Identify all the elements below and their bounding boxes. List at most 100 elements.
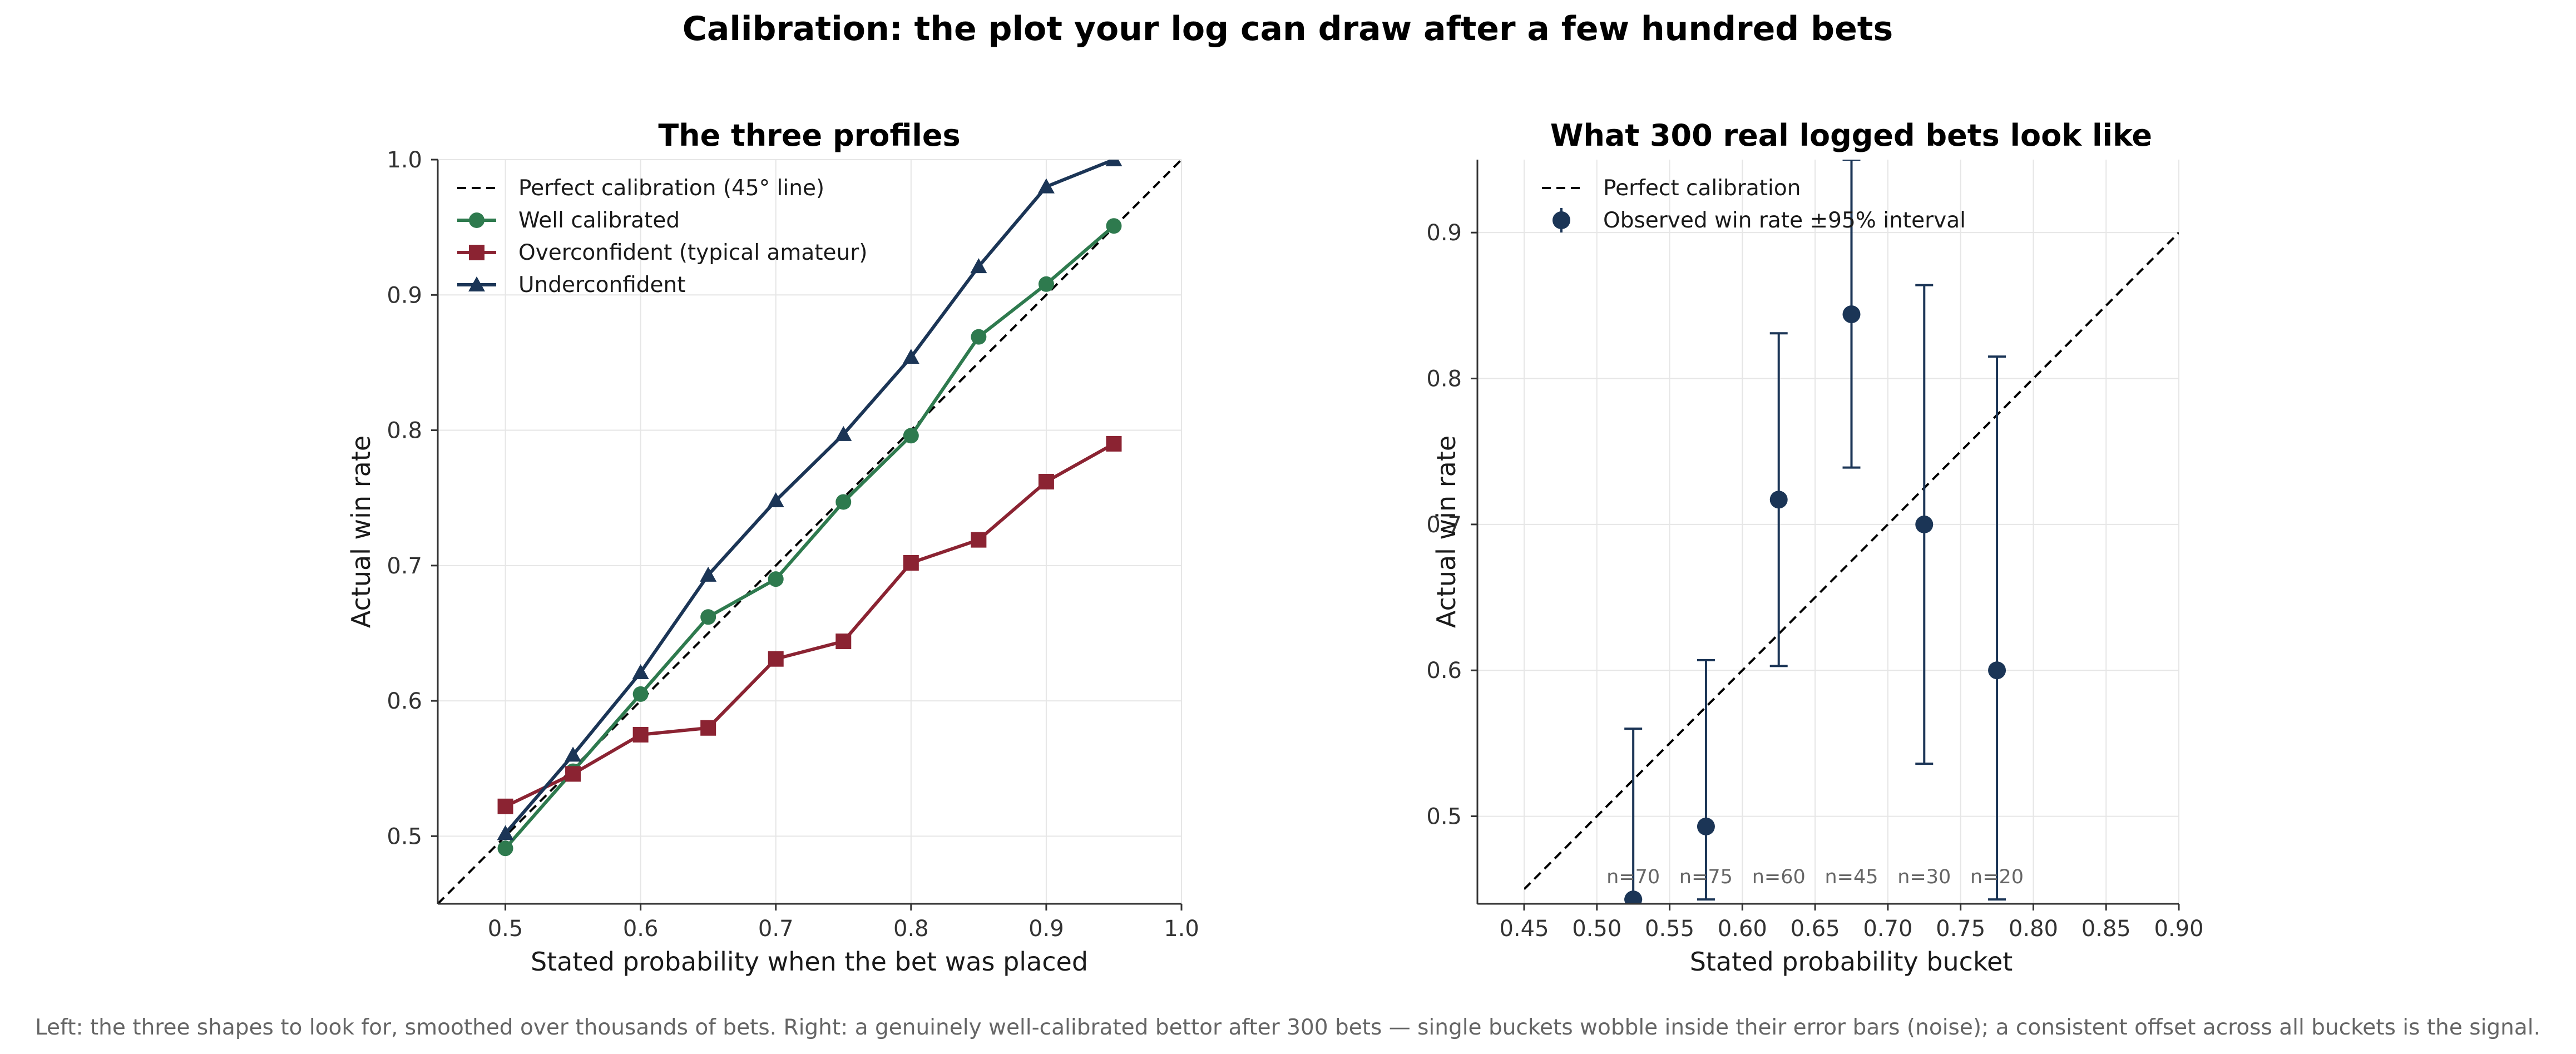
left-y-tick-label: 0.5 [387,824,422,849]
right-panel-title: What 300 real logged bets look like [1550,118,2152,153]
left-x-tick-label: 0.9 [1029,916,1064,942]
point-well-calibrated [700,609,716,625]
point-overconfident [497,798,513,814]
right-y-tick-label: 0.9 [1426,220,1462,246]
legend-label-observed: Observed win rate ±95% interval [1603,208,1966,233]
right-y-tick-label: 0.5 [1426,804,1462,830]
perfect-calibration-line [438,160,1181,904]
observed-win-rate-point [1624,890,1643,904]
point-overconfident [768,651,784,667]
point-underconfident [1037,178,1055,194]
point-underconfident [700,566,717,582]
right-x-tick-label: 0.90 [2154,916,2203,942]
bucket-count-label: n=45 [1825,866,1878,888]
legend-label-perfect: Perfect calibration [1603,176,1801,201]
bucket-count-label: n=20 [1970,866,2024,888]
legend-label-overconfident: Overconfident (typical amateur) [518,240,868,265]
right-x-tick-label: 0.85 [2081,916,2131,942]
point-underconfident [565,746,582,762]
left-x-tick-label: 0.8 [893,916,929,942]
series-line-overconfident [505,442,1115,808]
point-overconfident [1038,473,1054,489]
left-y-axis-label: Actual win rate [346,436,376,628]
point-underconfident [1105,160,1123,166]
left-y-tick-label: 0.6 [387,689,422,714]
right-x-tick-label: 0.75 [1936,916,1985,942]
legend-observed-marker [1552,211,1570,229]
right-y-tick-label: 0.7 [1426,512,1462,538]
point-well-calibrated [1038,276,1054,292]
right-legend: Perfect calibration Observed win rate ±95… [1542,176,1966,233]
bucket-count-label: n=75 [1679,866,1733,888]
point-underconfident [632,664,649,680]
figure-title: Calibration: the plot your log can draw … [683,9,1893,48]
left-ticks: 0.5 0.6 0.7 0.8 0.9 1.0 0.5 0.6 0.7 0.8 0.9 1.0 [387,147,1199,942]
observed-win-rate-point [1842,305,1861,324]
observed-win-rate-point [1915,515,1934,533]
observed-win-rate-point [1988,661,2006,680]
left-legend: Perfect calibration (45° line) Well calib… [457,176,868,298]
observed-win-rate-point [1697,817,1715,835]
point-overconfident [903,555,919,571]
left-x-tick-label: 0.6 [623,916,659,942]
right-x-tick-label: 0.70 [1863,916,1912,942]
right-y-tick-label: 0.8 [1426,367,1462,392]
bucket-count-label: n=70 [1606,866,1660,888]
left-y-tick-label: 0.9 [387,283,422,308]
point-overconfident [700,720,716,736]
perfect-calibration-line [1524,231,2179,890]
right-grid [1477,160,2179,904]
point-underconfident [497,825,514,840]
point-well-calibrated [768,571,784,587]
right-x-axis-label: Stated probability bucket [1690,947,2013,977]
left-panel-three-profiles: The three profiles 0.5 0.6 0.7 0.8 0.9 1.00.5… [346,118,1199,977]
right-x-tick-label: 0.55 [1645,916,1694,942]
right-x-tick-label: 0.65 [1791,916,1840,942]
left-x-tick-label: 0.7 [758,916,794,942]
point-well-calibrated [835,494,852,510]
right-ticks: 0.45 0.50 0.55 0.60 0.65 0.70 0.75 0.80 0.85 0.90… [1426,220,2203,942]
left-x-tick-label: 1.0 [1164,916,1199,942]
left-y-tick-label: 1.0 [387,147,422,173]
bucket-count-label: n=60 [1752,866,1806,888]
point-underconfident [970,258,987,274]
right-y-axis-label: Actual win rate [1431,436,1461,628]
point-overconfident [835,634,852,650]
legend-label-well-calibrated: Well calibrated [518,208,680,233]
point-overconfident [971,532,987,548]
left-x-axis-label: Stated probability when the bet was plac… [531,947,1088,977]
left-y-tick-label: 0.7 [387,553,422,579]
left-x-tick-label: 0.5 [488,916,523,942]
point-well-calibrated [632,686,649,702]
right-x-tick-label: 0.60 [1718,916,1767,942]
point-overconfident [1106,436,1122,452]
left-y-tick-label: 0.8 [387,418,422,444]
point-underconfident [902,349,919,364]
legend-label-perfect: Perfect calibration (45° line) [518,176,824,201]
legend-marker-well-calibrated [469,212,484,228]
left-plot-area [438,160,1181,904]
point-well-calibrated [903,428,919,444]
point-underconfident [767,492,784,508]
legend-label-underconfident: Underconfident [518,273,686,298]
left-grid [438,159,1182,904]
series-line-well-calibrated [504,224,1115,850]
point-well-calibrated [1106,218,1122,234]
right-x-tick-label: 0.45 [1499,916,1549,942]
left-panel-title: The three profiles [658,118,960,153]
legend-marker-underconfident [468,276,485,291]
point-overconfident [632,726,649,743]
right-x-tick-label: 0.50 [1572,916,1621,942]
right-x-tick-label: 0.80 [2009,916,2058,942]
point-well-calibrated [497,840,513,857]
right-panel-logged-bets: What 300 real logged bets look like n=70… [1426,118,2203,977]
observed-win-rate-point [1769,491,1788,509]
right-plot-area: n=70 n=75 n=60 n=45 n=30 n=20 [1524,160,2179,904]
bucket-count-label: n=30 [1897,866,1951,888]
legend-marker-overconfident [469,245,484,260]
point-well-calibrated [971,329,987,345]
figure-caption: Left: the three shapes to look for, smoo… [35,1015,2540,1040]
series-line-underconfident [504,160,1115,835]
point-overconfident [565,766,581,782]
